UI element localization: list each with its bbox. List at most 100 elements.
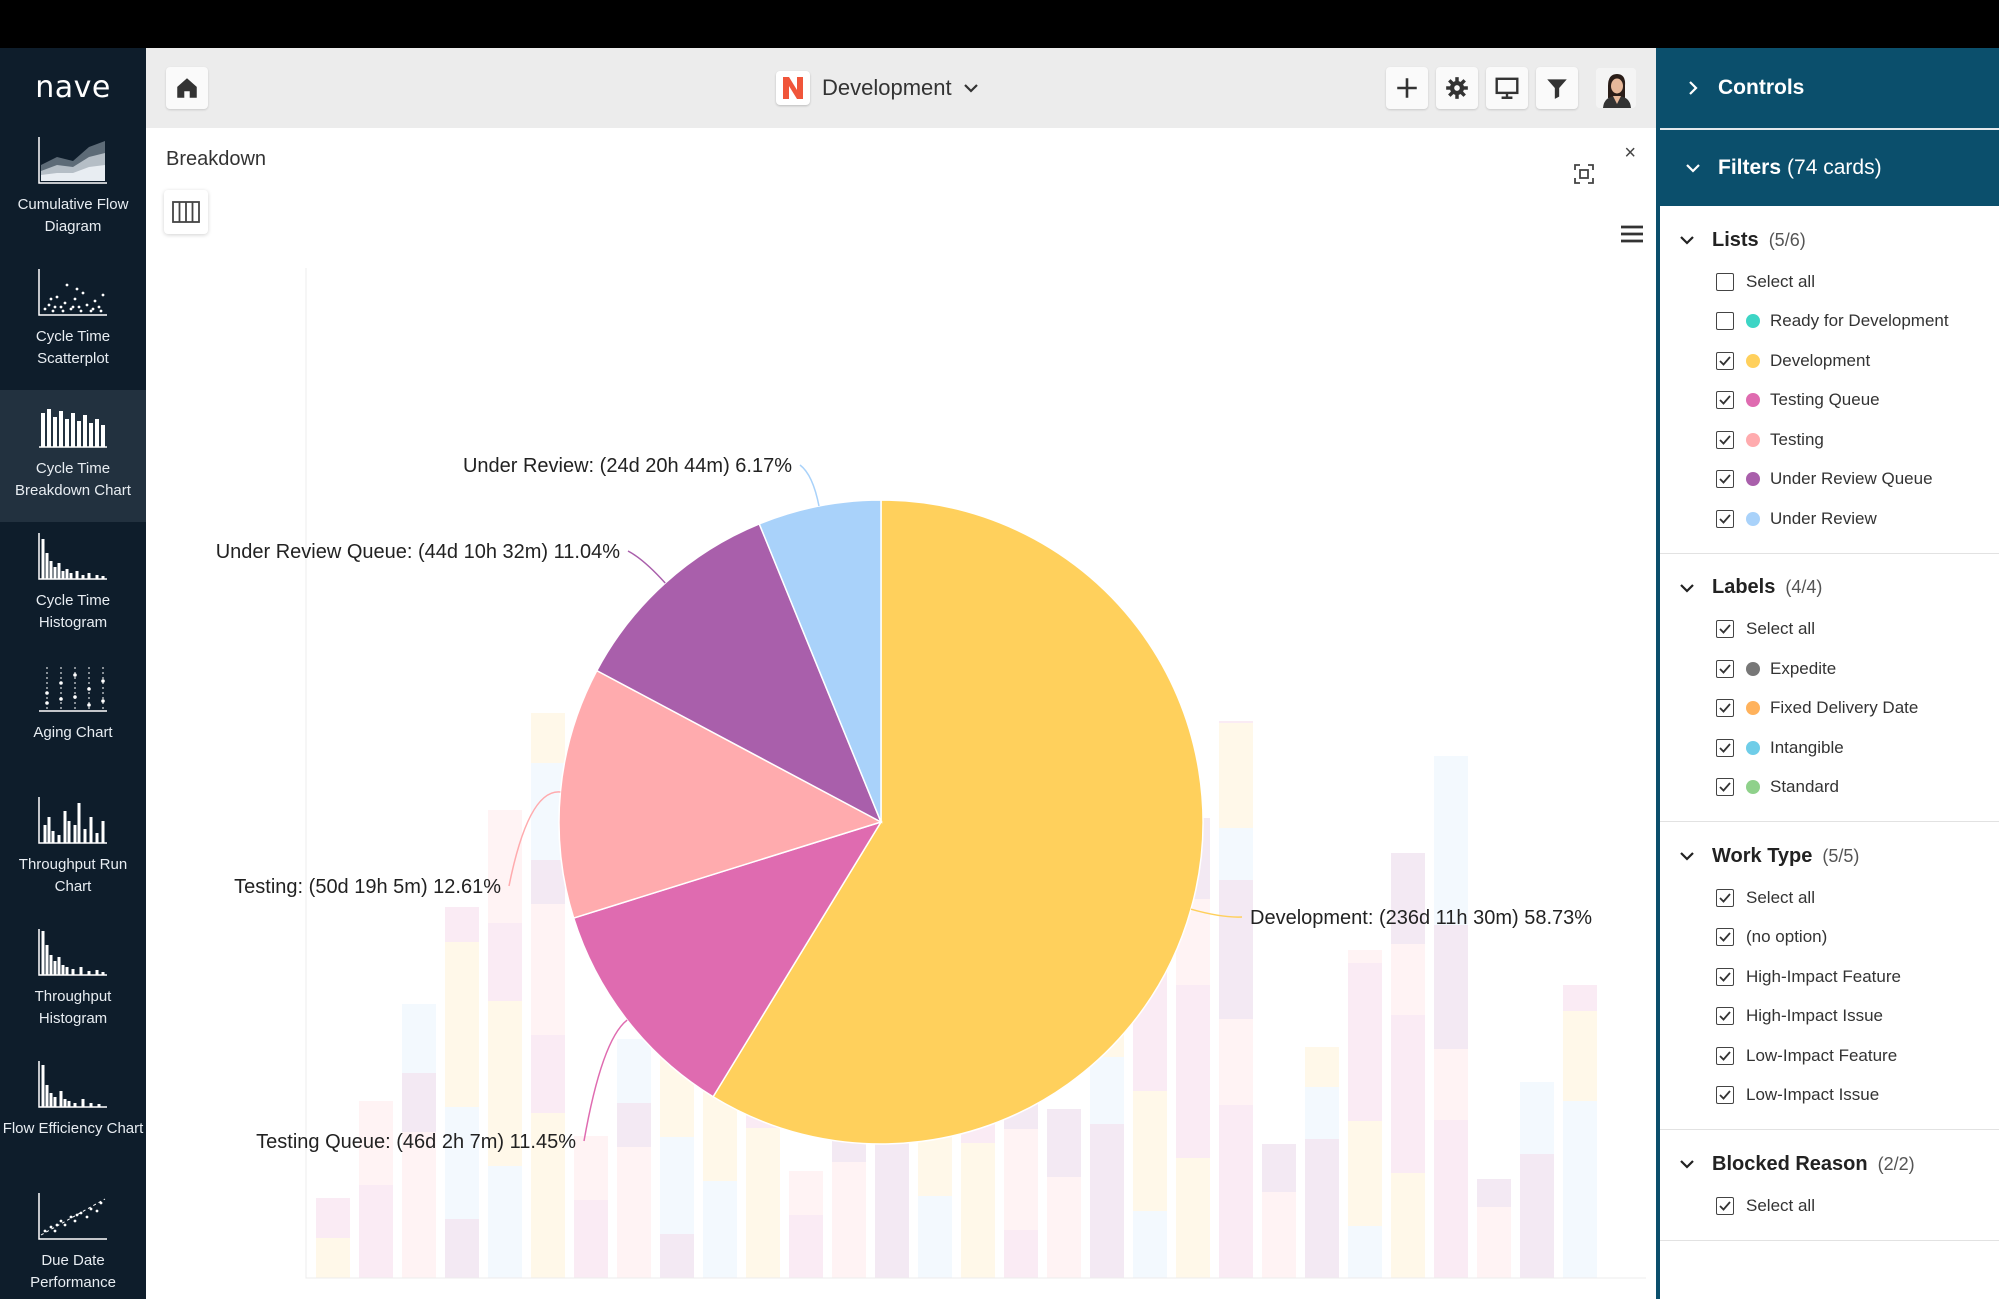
filter-option[interactable]: Under Review Queue [1660,460,1999,500]
checkbox-checked[interactable] [1716,738,1734,757]
background-bar [1262,1192,1296,1278]
filter-option-label: Expedite [1770,658,1837,678]
filter-group-header[interactable]: Lists (5/6) [1660,224,1999,256]
presentation-button[interactable] [1486,67,1528,109]
pie-slice[interactable] [758,499,882,823]
settings-button[interactable] [1436,67,1478,109]
pie-slice[interactable] [595,522,883,824]
filter-option[interactable]: Low-Impact Feature [1660,1036,1999,1076]
hamburger-menu-icon[interactable] [1620,224,1644,244]
checkbox-checked[interactable] [1716,1196,1734,1215]
focus-icon[interactable] [1572,162,1596,186]
checkbox-checked[interactable] [1716,620,1734,639]
sidebar-item-histogram[interactable]: Cycle Time Histogram [0,522,146,654]
filter-option[interactable]: Select all [1660,610,1999,650]
filter-option[interactable]: Ready for Development [1660,302,1999,342]
filter-group-title: Lists [1712,228,1759,251]
filter-group-header[interactable]: Labels (4/4) [1660,572,1999,604]
filter-option[interactable]: Under Review [1660,499,1999,539]
filter-option[interactable]: Select all [1660,878,1999,918]
sidebar-nav: Cumulative Flow Diagram Cycle Time Scatte… [0,126,146,1299]
background-bar [1090,1057,1124,1124]
filter-groups: Lists (5/6) Select all Ready for Developmen… [1660,206,1999,1241]
checkbox-unchecked[interactable] [1716,272,1734,291]
filter-option[interactable]: (no option) [1660,918,1999,958]
sidebar-item-run-chart[interactable]: Throughput Run Chart [0,786,146,918]
filter-option[interactable]: Select all [1660,262,1999,302]
checkmark-icon [1719,664,1731,674]
breakdown-chart-icon [39,409,107,448]
sidebar-item-aging-chart[interactable]: Aging Chart [0,654,146,786]
filter-option[interactable]: Expedite [1660,649,1999,689]
background-bar [488,923,522,1001]
checkmark-icon [1719,932,1731,943]
chevron-right-icon [1689,81,1698,95]
plus-icon [1397,78,1417,98]
sidebar-item-breakdown-chart[interactable]: Cycle Time Breakdown Chart [0,390,146,522]
filter-option-label: Testing [1770,429,1824,449]
filter-group-header[interactable]: Work Type (5/5) [1660,840,1999,872]
board-name: Development [822,75,952,100]
filter-option-label: Intangible [1770,737,1844,757]
checkbox-checked[interactable] [1716,351,1734,370]
sidebar-item-due-date[interactable]: Due Date Performance [0,1182,146,1299]
checkbox-checked[interactable] [1716,1007,1734,1026]
board-selector[interactable]: Development [776,68,980,108]
background-bar [832,1162,866,1278]
chevron-down-icon [1680,236,1694,245]
add-button[interactable] [1386,67,1428,109]
background-bar [1563,985,1597,1011]
checkbox-checked[interactable] [1716,659,1734,678]
flow-efficiency-icon [38,1061,107,1108]
checkbox-checked[interactable] [1716,888,1734,907]
pie-slice[interactable] [572,820,883,1098]
chevron-down-icon [963,84,978,93]
checkbox-checked[interactable] [1716,778,1734,797]
background-bar [1563,1101,1597,1278]
filter-option[interactable]: Testing [1660,420,1999,460]
filter-option-label: Select all [1746,887,1815,907]
checkbox-checked[interactable] [1716,509,1734,528]
filter-button[interactable] [1536,67,1578,109]
color-dot [1746,740,1760,755]
checkbox-checked[interactable] [1716,1086,1734,1105]
filter-option[interactable]: Select all [1660,1186,1999,1226]
controls-header[interactable]: Controls [1660,48,1999,128]
checkmark-icon [1719,893,1731,903]
checkbox-checked[interactable] [1716,928,1734,947]
monitor-icon [1495,77,1519,99]
background-bar [961,1143,995,1278]
filter-option[interactable]: Development [1660,341,1999,381]
checkbox-unchecked[interactable] [1716,312,1734,331]
checkbox-checked[interactable] [1716,699,1734,718]
filter-group-count: (2/2) [1877,1153,1915,1174]
modal-title: Breakdown [166,148,267,170]
filter-option[interactable]: Testing Queue [1660,381,1999,421]
sidebar-item-label: Due Date Performance [30,1252,116,1291]
filter-option[interactable]: High-Impact Issue [1660,997,1999,1037]
filter-option[interactable]: High-Impact Feature [1660,957,1999,997]
checkbox-checked[interactable] [1716,967,1734,986]
sidebar-item-flow-efficiency[interactable]: Flow Efficiency Chart [0,1050,146,1182]
home-button[interactable] [166,67,208,109]
chevron-down-icon [1680,583,1694,593]
close-button[interactable]: × [1624,142,1636,164]
checkbox-checked[interactable] [1716,1046,1734,1065]
columns-button[interactable] [164,190,208,234]
checkbox-checked[interactable] [1716,391,1734,410]
checkbox-checked[interactable] [1716,470,1734,489]
filter-option[interactable]: Intangible [1660,728,1999,768]
filter-group-header[interactable]: Blocked Reason (2/2) [1660,1148,1999,1180]
sidebar-item-scatterplot[interactable]: Cycle Time Scatterplot [0,258,146,390]
filter-option-label: Under Review [1770,508,1877,528]
filter-option[interactable]: Fixed Delivery Date [1660,689,1999,729]
checkbox-checked[interactable] [1716,430,1734,449]
background-bar [1219,721,1253,723]
sidebar-item-cumulative-flow[interactable]: Cumulative Flow Diagram [0,126,146,258]
filters-header[interactable]: Filters (74 cards) [1660,128,1999,206]
background-bar [1434,925,1468,1049]
sidebar-item-throughput-histogram[interactable]: Throughput Histogram [0,918,146,1050]
user-avatar[interactable] [1596,68,1636,108]
filter-option[interactable]: Low-Impact Issue [1660,1076,1999,1116]
filter-option[interactable]: Standard [1660,768,1999,808]
